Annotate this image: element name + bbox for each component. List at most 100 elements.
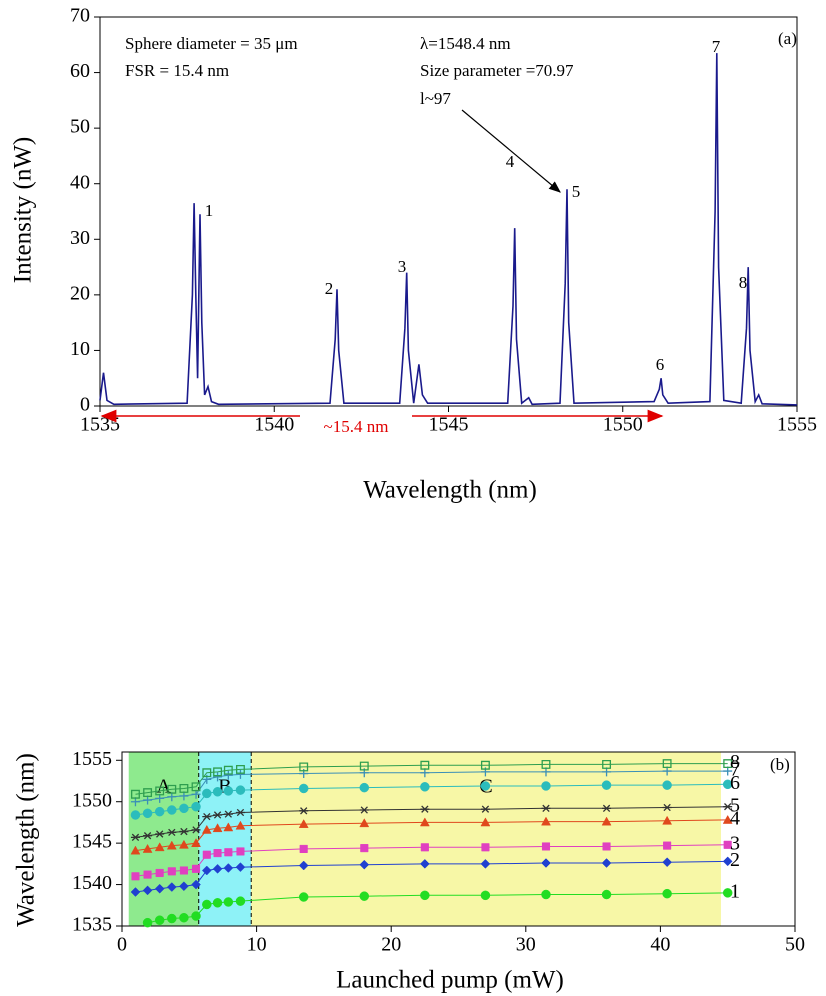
y-tick-label: 1550 [72, 789, 112, 811]
data-point [662, 815, 673, 825]
data-point [212, 823, 223, 833]
data-point [191, 826, 201, 834]
data-point [601, 889, 612, 900]
data-point [142, 843, 153, 853]
data-point [298, 819, 309, 828]
data-point [179, 881, 189, 892]
data-point [541, 889, 551, 900]
data-point [602, 842, 611, 851]
series-label: 3 [730, 832, 740, 854]
data-point [480, 890, 491, 901]
x-tick-label: 30 [516, 934, 536, 956]
data-point [420, 805, 430, 813]
series-label: 7 [730, 759, 740, 781]
data-point [298, 783, 309, 794]
x-tick-label: 1535 [80, 414, 120, 436]
x-tick-label: 40 [650, 934, 670, 956]
data-point [201, 865, 212, 876]
data-point [420, 760, 430, 770]
annotation: (a) [778, 29, 797, 48]
data-point [602, 804, 612, 813]
data-point [722, 856, 733, 867]
data-point [299, 844, 308, 853]
data-point [480, 760, 490, 770]
data-point [480, 781, 491, 791]
series-line [135, 763, 728, 795]
data-point [155, 793, 165, 803]
peak-label: 2 [325, 279, 334, 298]
data-point [359, 782, 370, 793]
data-point [541, 858, 551, 868]
data-point [420, 890, 430, 901]
data-point [299, 762, 309, 772]
data-point [541, 842, 551, 851]
data-point [223, 765, 233, 775]
annotation: (b) [770, 755, 790, 774]
data-point [359, 761, 369, 771]
data-point [166, 882, 177, 892]
data-point [131, 789, 140, 799]
peak-label: 8 [739, 273, 748, 292]
data-point [541, 816, 551, 826]
x-tick-label: 10 [247, 934, 267, 956]
data-point [480, 817, 491, 827]
y-tick-label: 10 [70, 338, 90, 360]
peak-label: 1 [205, 201, 214, 220]
data-point [166, 840, 177, 850]
data-point [480, 859, 491, 869]
data-point [130, 810, 141, 820]
data-point [723, 766, 733, 776]
data-point [601, 780, 612, 790]
annotation-arrow [461, 109, 561, 193]
data-point [235, 808, 245, 817]
x-tick-label: 50 [785, 934, 805, 956]
data-point [130, 833, 140, 842]
data-point [202, 788, 212, 799]
data-point [191, 782, 201, 792]
data-point [224, 848, 233, 857]
y-tick-label: 50 [70, 116, 90, 138]
data-point [167, 828, 177, 837]
data-point [223, 897, 234, 907]
plot-frame [121, 751, 796, 927]
data-point [601, 858, 612, 868]
x-tick-label: 20 [381, 934, 401, 956]
spectrum-line [99, 53, 798, 406]
data-point [481, 843, 490, 852]
data-point [663, 841, 672, 850]
data-point [191, 801, 201, 812]
data-point [359, 891, 370, 901]
y-tick-label: 1540 [72, 872, 112, 894]
annotation: l~97 [420, 89, 451, 108]
data-point [179, 803, 189, 814]
x-axis-title: Wavelength (nm) [363, 477, 537, 504]
x-tick-label: 1550 [603, 414, 643, 436]
data-point [602, 767, 612, 777]
data-point [167, 805, 177, 815]
data-point [191, 789, 201, 799]
y-tick-label: 20 [70, 282, 90, 304]
data-point [179, 827, 189, 836]
data-point [143, 795, 153, 805]
data-point [202, 812, 212, 821]
data-point [662, 888, 672, 899]
data-point [722, 888, 733, 898]
data-point [191, 864, 201, 873]
data-point [191, 838, 201, 847]
data-point [201, 824, 212, 834]
data-point [359, 806, 369, 814]
data-point [202, 899, 212, 910]
data-point [722, 814, 733, 824]
data-point [179, 784, 189, 793]
data-point [299, 807, 309, 815]
data-point [419, 817, 430, 827]
y-tick-label: 1545 [72, 831, 112, 853]
data-point [167, 792, 177, 802]
annotation: λ=1548.4 nm [420, 34, 511, 53]
data-point [213, 772, 223, 782]
data-point [235, 785, 246, 795]
data-point [420, 782, 430, 792]
data-point [179, 791, 189, 801]
data-point [662, 857, 672, 868]
